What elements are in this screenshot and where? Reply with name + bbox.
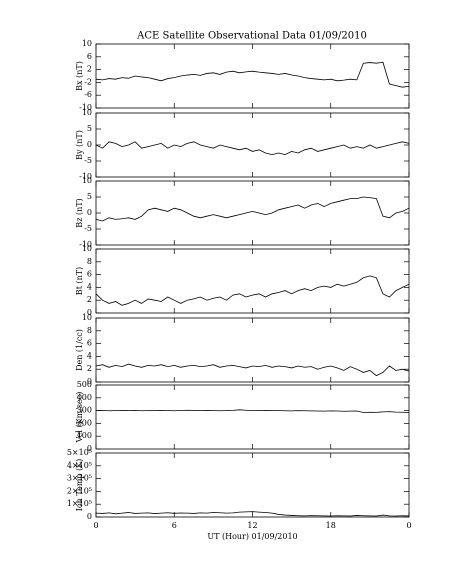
x-tick-label: 12 bbox=[247, 521, 257, 530]
y-tick-label: 6 bbox=[87, 52, 92, 61]
x-tick-label: 0 bbox=[93, 521, 98, 530]
y-tick-label: 300 bbox=[77, 406, 92, 415]
x-tick-label: 6 bbox=[172, 521, 177, 530]
y-tick-label: 1×10⁵ bbox=[67, 499, 92, 508]
y-tick-label: 0 bbox=[87, 308, 92, 317]
y-tick-label: -5 bbox=[84, 156, 92, 165]
panel-frame bbox=[95, 180, 410, 246]
data-line bbox=[95, 141, 410, 156]
y-tick-label: 8 bbox=[87, 257, 92, 266]
y-tick-label: 10 bbox=[82, 176, 92, 185]
y-tick-label: 4 bbox=[87, 351, 92, 360]
y-tick-label: -2 bbox=[84, 77, 92, 86]
panel-frame bbox=[95, 384, 410, 450]
data-line bbox=[95, 61, 410, 88]
y-tick-label: -6 bbox=[84, 90, 92, 99]
y-tick-label: 3×10⁵ bbox=[67, 474, 92, 483]
y-axis-label: Bt (nT) bbox=[75, 267, 84, 295]
x-tick-label: 18 bbox=[326, 521, 336, 530]
y-tick-label: 10 bbox=[82, 244, 92, 253]
y-tick-label: 0 bbox=[87, 140, 92, 149]
y-axis-label: Ion Temp (K) bbox=[75, 459, 84, 512]
data-line bbox=[95, 409, 410, 413]
panel-frame bbox=[95, 452, 410, 518]
y-tick-label: 6 bbox=[87, 339, 92, 348]
y-tick-label: 5 bbox=[87, 124, 92, 133]
y-tick-label: -10 bbox=[79, 172, 92, 181]
panel-frame bbox=[95, 317, 410, 383]
y-axis-label: Den (1/cc) bbox=[75, 329, 84, 371]
data-line bbox=[95, 363, 410, 377]
y-tick-label: 4 bbox=[87, 282, 92, 291]
y-tick-label: 10 bbox=[82, 39, 92, 48]
x-tick-label: 0 bbox=[406, 521, 411, 530]
y-tick-label: -5 bbox=[84, 224, 92, 233]
y-tick-label: -10 bbox=[79, 240, 92, 249]
y-axis-label: Vel (Km/sec) bbox=[75, 392, 84, 444]
y-tick-label: 5 bbox=[87, 192, 92, 201]
y-tick-label: 400 bbox=[77, 393, 92, 402]
y-tick-label: 2 bbox=[87, 65, 92, 74]
y-axis-label: By (nT) bbox=[75, 130, 84, 160]
y-tick-label: 10 bbox=[82, 108, 92, 117]
data-line bbox=[95, 196, 410, 222]
panel-frame bbox=[95, 248, 410, 314]
data-line bbox=[95, 275, 410, 306]
panel-frame bbox=[95, 112, 410, 178]
y-tick-label: 0 bbox=[87, 444, 92, 453]
y-axis-label: Bx (nT) bbox=[75, 61, 84, 91]
data-line bbox=[95, 511, 410, 517]
panel-frame bbox=[95, 43, 410, 109]
y-tick-label: 0 bbox=[87, 208, 92, 217]
y-tick-label: 200 bbox=[77, 418, 92, 427]
y-tick-label: 6 bbox=[87, 270, 92, 279]
y-tick-label: 8 bbox=[87, 326, 92, 335]
y-axis-label: Bz (nT) bbox=[75, 198, 84, 227]
y-tick-label: 5×10⁵ bbox=[67, 448, 92, 457]
y-tick-label: 100 bbox=[77, 431, 92, 440]
y-tick-label: 500 bbox=[77, 380, 92, 389]
y-tick-label: 0 bbox=[87, 377, 92, 386]
y-tick-label: 2 bbox=[87, 295, 92, 304]
y-tick-label: 2 bbox=[87, 364, 92, 373]
y-tick-label: 10 bbox=[82, 313, 92, 322]
y-tick-label: 4×10⁵ bbox=[67, 461, 92, 470]
y-tick-label: 2×10⁵ bbox=[67, 486, 92, 495]
x-axis-label: UT (Hour) 01/09/2010 bbox=[207, 532, 297, 541]
y-tick-label: -10 bbox=[79, 103, 92, 112]
y-tick-label: 0 bbox=[87, 512, 92, 521]
chart-title: ACE Satellite Observational Data 01/09/2… bbox=[136, 31, 367, 42]
